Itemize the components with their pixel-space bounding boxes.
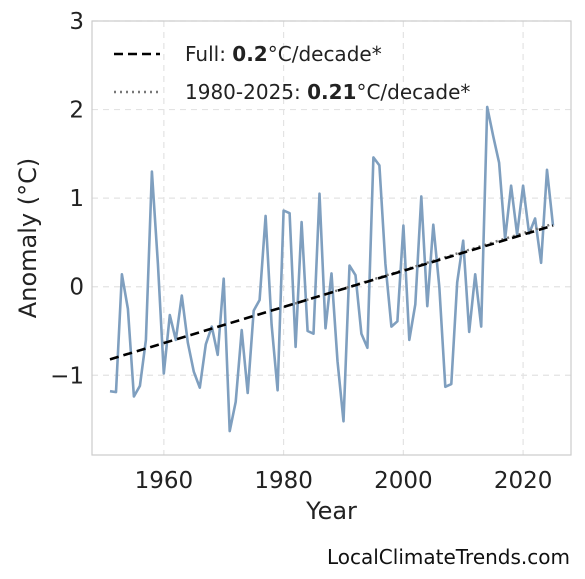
y-tick-label: 2 bbox=[69, 98, 84, 124]
legend-full-value: 0.2 bbox=[232, 42, 267, 66]
y-axis-label: Anomaly (°C) bbox=[14, 158, 42, 318]
legend-1980-2025-prefix: 1980-2025: bbox=[185, 80, 307, 104]
x-tick-label: 2020 bbox=[494, 468, 553, 494]
x-tick-labels: 1960 1980 2000 2020 bbox=[135, 468, 553, 494]
legend-full-suffix: °C/decade* bbox=[268, 42, 382, 66]
legend: Full: 0.2°C/decade* 1980-2025: 0.21°C/de… bbox=[114, 42, 470, 104]
legend-entry-1980-2025: 1980-2025: 0.21°C/decade* bbox=[185, 80, 470, 104]
footer-credit: LocalClimateTrends.com bbox=[326, 545, 570, 569]
legend-entry-full: Full: 0.2°C/decade* bbox=[185, 42, 382, 66]
legend-full-prefix: Full: bbox=[185, 42, 232, 66]
trend-line-1980-2025 bbox=[283, 222, 554, 309]
x-tick-label: 1980 bbox=[254, 468, 313, 494]
trend-line-full bbox=[109, 224, 554, 361]
legend-1980-2025-suffix: °C/decade* bbox=[356, 80, 470, 104]
x-tick-label: 1960 bbox=[135, 468, 194, 494]
x-axis-label: Year bbox=[305, 497, 357, 525]
y-tick-labels: −1 0 1 2 3 bbox=[50, 9, 84, 389]
y-tick-label: −1 bbox=[50, 363, 84, 389]
x-tick-label: 2000 bbox=[374, 468, 433, 494]
legend-1980-2025-value: 0.21 bbox=[307, 80, 356, 104]
y-tick-label: 0 bbox=[69, 275, 84, 301]
y-tick-label: 1 bbox=[69, 186, 84, 212]
plot-frame bbox=[91, 20, 572, 456]
y-tick-label: 3 bbox=[69, 9, 84, 35]
anomaly-series-line bbox=[109, 105, 555, 433]
